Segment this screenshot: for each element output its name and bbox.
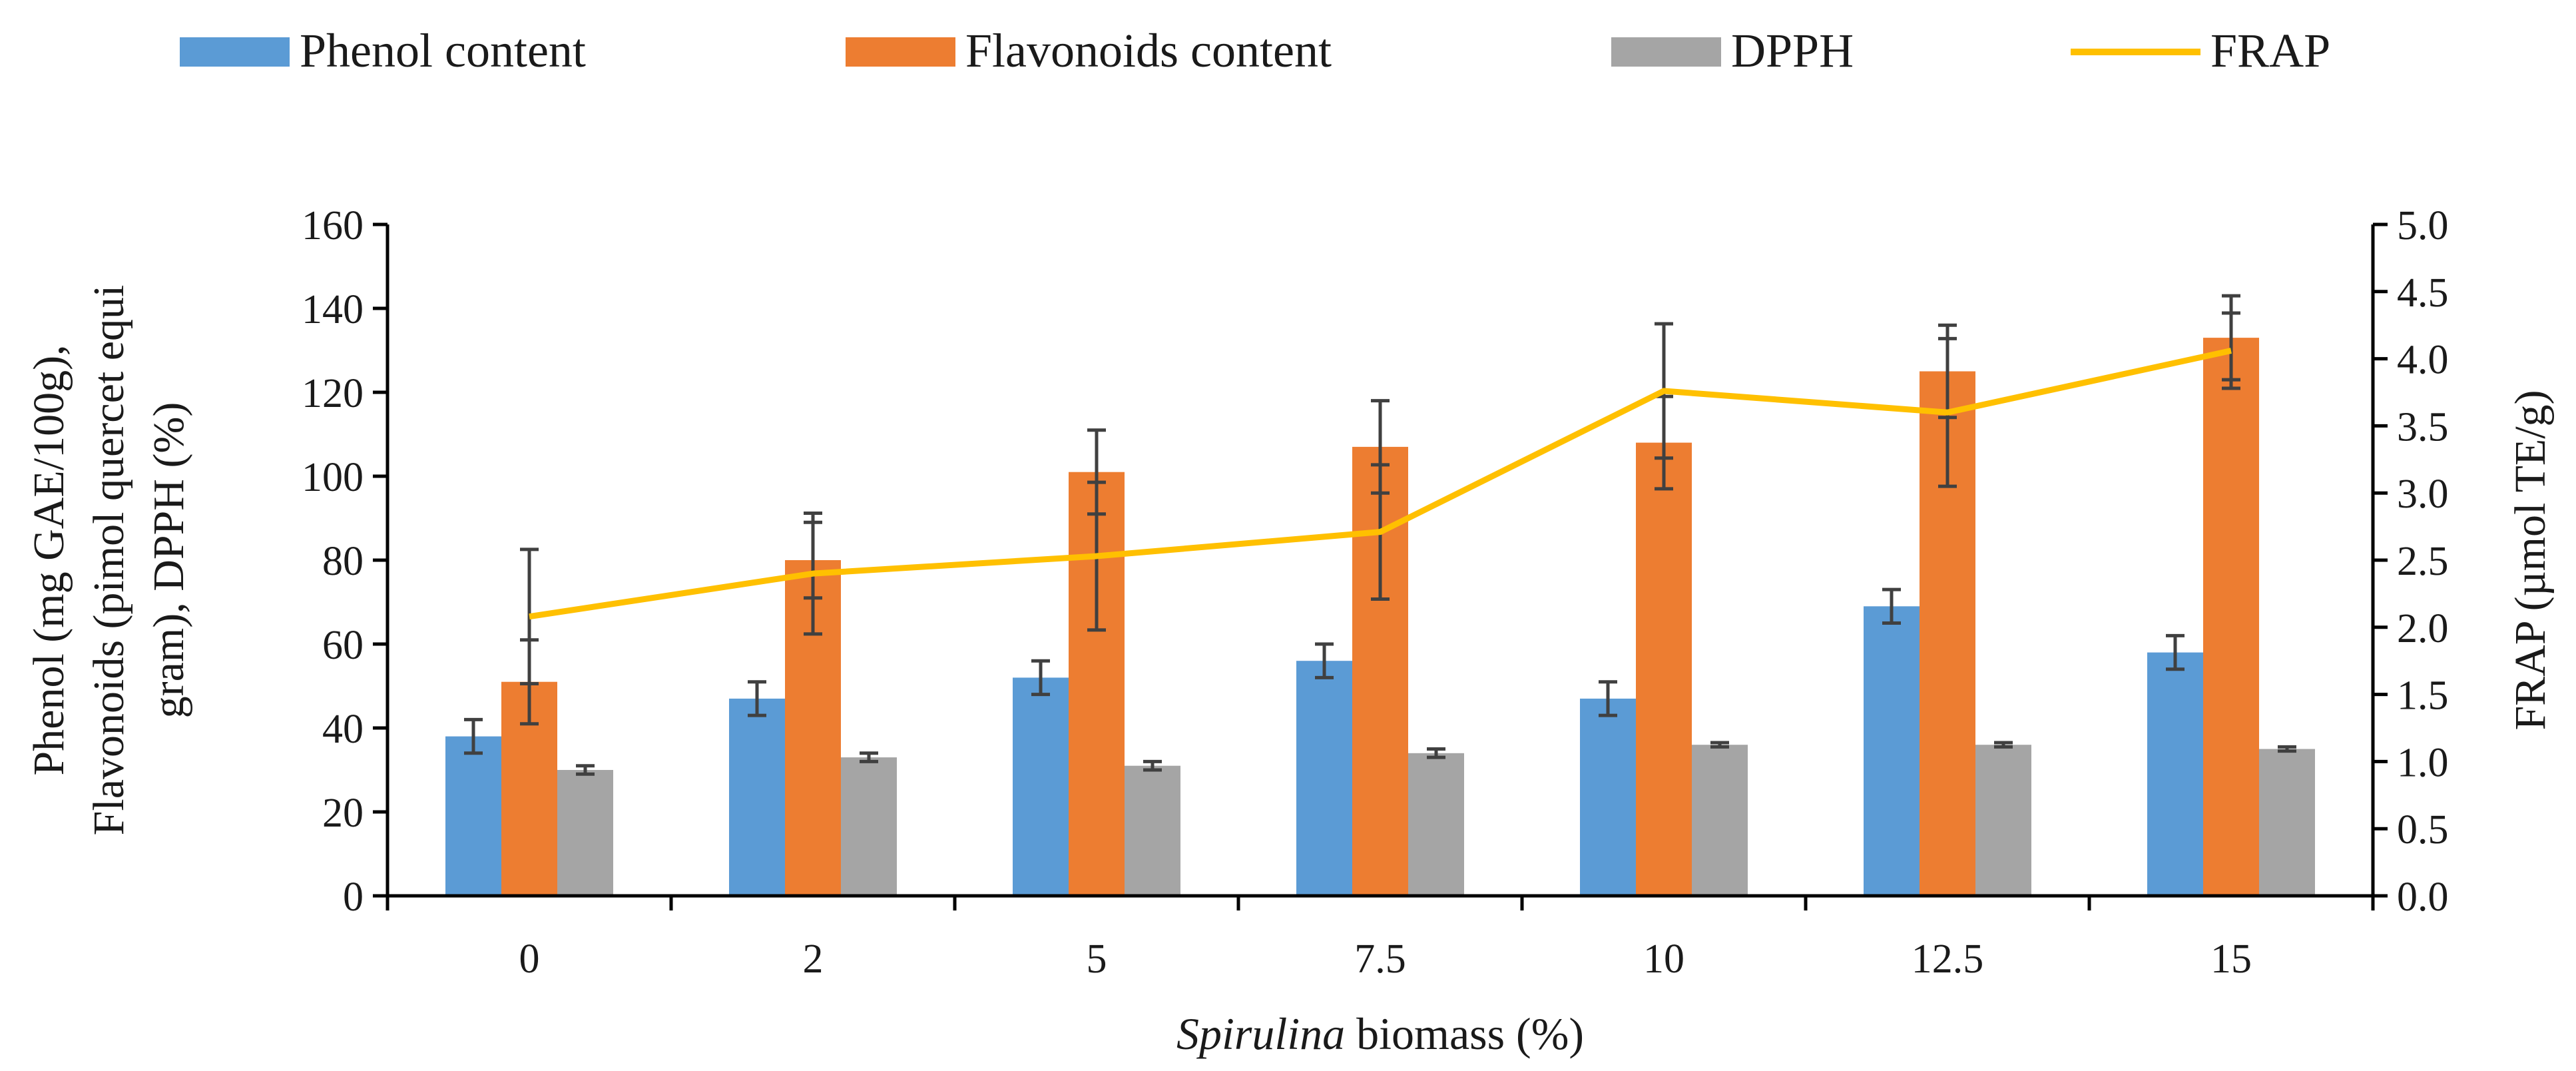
y2-tick-label: 3.5 [2397,404,2449,450]
phenol-content-legend-label: Phenol content [300,24,586,77]
frap-line-group [529,348,2232,620]
dpph-bar-7-5 [1408,753,1464,896]
phenol-content-bar-7-5 [1296,661,1352,896]
y2-tick-label: 4.5 [2397,270,2449,316]
y-tick-label: 80 [322,539,364,584]
x-tick-label: 10 [1643,936,1684,982]
dpph-bar-2 [841,757,897,896]
y2-tick-label: 1.5 [2397,673,2449,719]
x-tick-label: 2 [803,936,824,982]
axis-labels: Spirulina biomass (%) Phenol (mg GAE/100g… [25,285,2555,1059]
x-tick-label: 0 [519,936,540,982]
phenol-content-bar-2 [729,698,785,896]
x-tick-label: 12.5 [1912,936,1984,982]
y2-tick-label: 4.0 [2397,338,2449,383]
phenol-content-bar-12-5 [1864,606,1920,896]
y-tick-label: 60 [322,623,364,668]
dpph-bar-10 [1692,745,1748,896]
y2-tick-label: 0.5 [2397,807,2449,853]
axes: 0204060801001201401600.00.51.01.52.02.53… [302,203,2449,982]
legend: Phenol content Flavonoids content DPPH FRAP [180,24,2330,77]
x-axis-label-rest: biomass (%) [1345,1008,1584,1059]
y-tick-label: 20 [322,791,364,836]
x-tick-label: 15 [2210,936,2252,982]
y2-tick-label: 2.0 [2397,606,2449,651]
y-axis-label-line: Flavonoids (pimol quercet equi [85,285,133,836]
y-tick-label: 100 [302,455,364,500]
flavonoids-content-legend-label: Flavonoids content [965,24,1332,77]
x-axis-label-italic: Spirulina [1176,1008,1345,1059]
y2-tick-label: 1.0 [2397,740,2449,785]
x-axis-label: Spirulina biomass (%) [1176,1008,1584,1059]
bar-group [445,338,2315,896]
y-tick-label: 40 [322,707,364,752]
phenol-content-bar-5 [1013,677,1069,896]
y-tick-label: 0 [343,875,364,920]
error-bar-group [464,294,2296,776]
dpph-legend-swatch [1611,37,1721,67]
phenol-content-legend-swatch [180,37,290,67]
flavonoids-content-bar-10 [1636,442,1692,896]
y2-tick-label: 0.0 [2397,875,2449,920]
dpph-bar-15 [2259,749,2315,896]
x-tick-label: 7.5 [1354,936,1406,982]
phenol-content-bar-0 [445,736,501,896]
frap-line [529,348,2232,620]
phenol-content-bar-15 [2147,652,2203,896]
dpph-bar-0 [557,770,613,896]
y2-tick-label: 2.5 [2397,539,2449,584]
dpph-bar-12-5 [1975,745,2031,896]
flavonoids-content-legend-swatch [846,37,955,67]
y2-tick-label: 5.0 [2397,203,2449,248]
y2-axis-label: FRAP (µmol TE/g) [2506,390,2555,730]
y-tick-label: 160 [302,203,364,248]
phenol-content-bar-10 [1580,698,1636,896]
y-axis-label-line: Phenol (mg GAE/100g), [25,344,73,775]
frap-legend-label: FRAP [2210,24,2330,77]
y2-tick-label: 3.0 [2397,472,2449,517]
y-tick-label: 120 [302,371,364,416]
dpph-legend-label: DPPH [1731,24,1854,77]
flavonoids-content-bar-15 [2203,338,2259,896]
x-tick-label: 5 [1087,936,1107,982]
y-axis-label-line: gram), DPPH (%) [144,402,193,719]
y-tick-label: 140 [302,287,364,332]
dpph-bar-5 [1125,765,1180,896]
